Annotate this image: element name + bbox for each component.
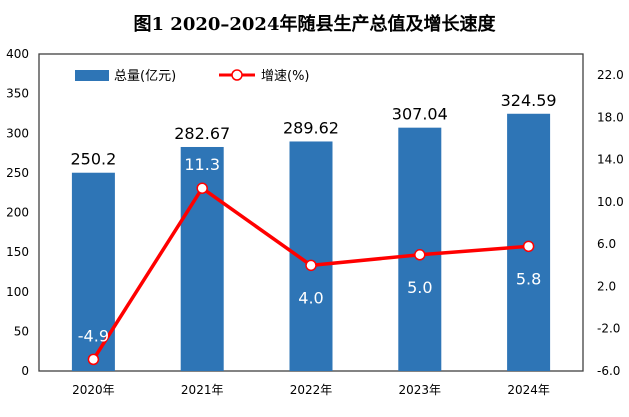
growth-point	[522, 240, 535, 253]
bar-value-label: 289.62	[283, 118, 339, 137]
right-axis-tick: 14.0	[597, 153, 624, 167]
growth-point	[87, 353, 100, 366]
right-axis-tick: -2.0	[597, 322, 620, 336]
x-axis-tick: 2023年	[399, 383, 442, 397]
growth-point	[305, 259, 317, 272]
left-axis-tick: 0	[21, 364, 29, 378]
left-axis-tick: 250	[6, 166, 29, 180]
growth-value-label: 4.0	[298, 288, 323, 307]
legend-bar-swatch	[75, 70, 109, 81]
chart-title: 图1 2020–2024年随县生产总值及增长速度	[133, 14, 496, 35]
legend-line-marker	[231, 69, 243, 81]
bar	[180, 146, 224, 371]
left-axis-tick: 150	[6, 245, 29, 259]
growth-value-label: 5.0	[407, 278, 432, 297]
growth-point	[196, 182, 208, 194]
right-axis-tick: 18.0	[597, 110, 624, 124]
x-axis-tick: 2022年	[290, 383, 333, 397]
right-axis-tick: -6.0	[597, 364, 620, 378]
left-axis-tick: 350	[6, 87, 29, 101]
x-axis-tick: 2021年	[181, 383, 224, 397]
x-axis-tick: 2024年	[507, 383, 550, 397]
right-axis-tick: 22.0	[597, 68, 624, 82]
growth-point	[414, 249, 426, 261]
right-axis-tick: 6.0	[597, 237, 616, 251]
left-axis-tick: 200	[6, 206, 29, 220]
left-axis-tick: 100	[6, 285, 29, 299]
bar-value-label: 250.2	[70, 150, 116, 169]
left-axis-tick: 300	[6, 126, 29, 140]
growth-value-label: -4.9	[78, 326, 109, 345]
growth-value-label: 11.3	[184, 155, 220, 174]
legend-bar-label: 总量(亿元)	[114, 69, 176, 84]
legend-line-label: 增速(%)	[261, 69, 310, 84]
bar-value-label: 307.04	[392, 105, 448, 124]
growth-value-label: 5.8	[516, 269, 541, 288]
left-axis-tick: 400	[6, 47, 29, 61]
right-axis-tick: 10.0	[597, 195, 624, 209]
bar-value-label: 324.59	[501, 91, 557, 110]
x-axis-tick: 2020年	[72, 383, 115, 397]
right-axis-tick: 2.0	[597, 279, 616, 293]
left-axis-tick: 50	[14, 324, 29, 338]
bar-value-label: 282.67	[174, 124, 230, 143]
